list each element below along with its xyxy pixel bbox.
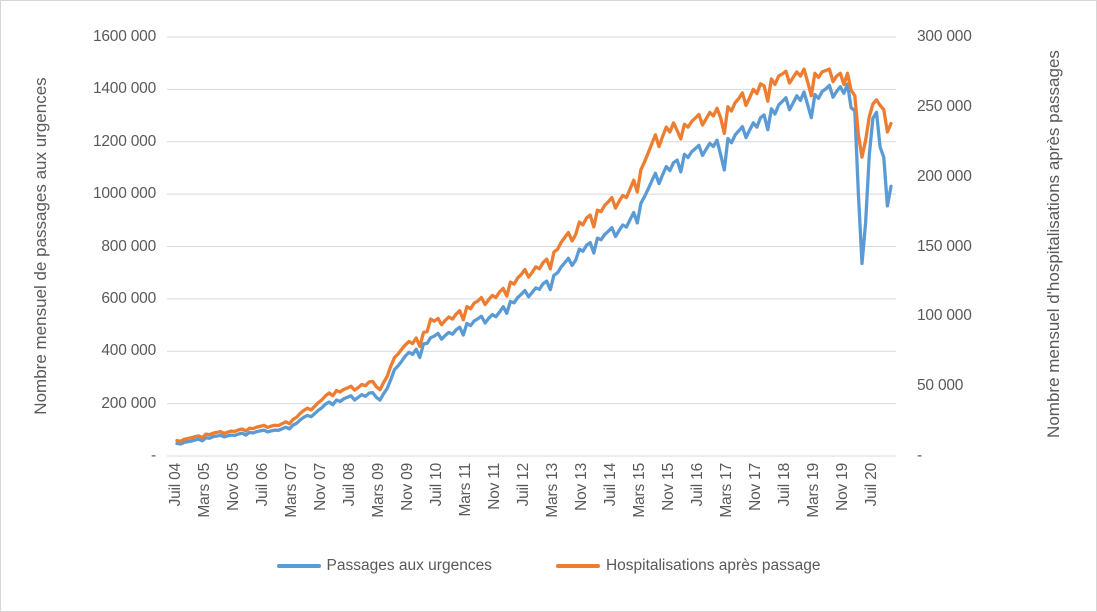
x-axis-tick: Juil 14: [601, 463, 619, 507]
x-axis-tick: Nov 17: [746, 463, 764, 511]
x-axis-tick: Nov 07: [311, 463, 329, 511]
legend-label-passages: Passages aux urgences: [326, 557, 492, 574]
series-line-passages: [175, 82, 893, 446]
x-axis-tick: Juil 12: [514, 463, 532, 507]
legend-line-passages: [276, 563, 321, 569]
x-axis-tick: Juil 04: [167, 463, 184, 507]
x-axis-tick: Mars 11: [456, 463, 474, 517]
legend-item-hospitalisations: Hospitalisations après passage: [555, 557, 821, 575]
x-axis-tick: Mars 19: [804, 463, 822, 518]
x-axis-tick: Nov 11: [485, 463, 503, 510]
left-axis-tick: 1600 000: [92, 28, 156, 45]
x-axis-tick: Nov 15: [659, 463, 677, 511]
x-axis-tick: Juil 20: [862, 463, 880, 507]
x-axis-tick: Juil 06: [253, 463, 271, 507]
x-axis-tick: Mars 17: [717, 463, 735, 518]
right-axis-tick: 50 000: [917, 377, 964, 395]
x-axis-tick: Juil 16: [688, 463, 706, 507]
legend-label-hospitalisations: Hospitalisations après passage: [605, 557, 821, 574]
x-axis-tick: Nov 09: [398, 463, 416, 511]
left-axis-tick: -: [151, 447, 156, 464]
left-axis-title: Nombre mensuel de passages aux urgences: [31, 77, 50, 415]
legend: Passages aux urgences Hospitalisations a…: [1, 557, 1096, 575]
x-axis-tick: Mars 13: [543, 463, 561, 518]
right-axis-title: Nombre mensuel d'hospitalisations après …: [1044, 50, 1064, 438]
x-axis-tick: Nov 05: [224, 463, 242, 511]
left-axis-tick: 600 000: [101, 289, 156, 307]
left-axis-tick: 400 000: [101, 342, 156, 360]
x-axis-tick: Juil 08: [340, 463, 358, 507]
series-line-hospitalisations: [175, 67, 893, 443]
right-axis-tick: -: [917, 447, 922, 464]
right-axis-tick: 250 000: [917, 97, 972, 115]
left-axis-tick: 1400 000: [92, 80, 156, 98]
right-axis-tick: 200 000: [917, 167, 972, 185]
legend-item-passages: Passages aux urgences: [276, 557, 492, 575]
left-axis-tick: 200 000: [101, 394, 156, 412]
x-axis-tick: Mars 05: [195, 463, 213, 518]
x-axis-tick: Nov 13: [572, 463, 590, 511]
x-axis-tick: Nov 19: [833, 463, 851, 511]
left-axis-tick: 800 000: [101, 237, 156, 255]
x-axis-tick: Mars 07: [282, 463, 300, 518]
x-axis-tick: Mars 15: [630, 463, 648, 518]
right-axis-tick: 300 000: [917, 28, 972, 45]
right-axis-tick: 100 000: [917, 307, 972, 325]
right-axis-tick: 150 000: [917, 237, 972, 255]
x-axis-tick: Juil 18: [775, 463, 793, 507]
legend-line-hospitalisations: [555, 563, 600, 569]
left-axis-tick: 1000 000: [92, 185, 156, 203]
x-axis-tick: Juil 10: [427, 463, 445, 507]
x-axis-tick: Mars 09: [369, 463, 387, 518]
left-axis-tick: 1200 000: [92, 132, 156, 150]
